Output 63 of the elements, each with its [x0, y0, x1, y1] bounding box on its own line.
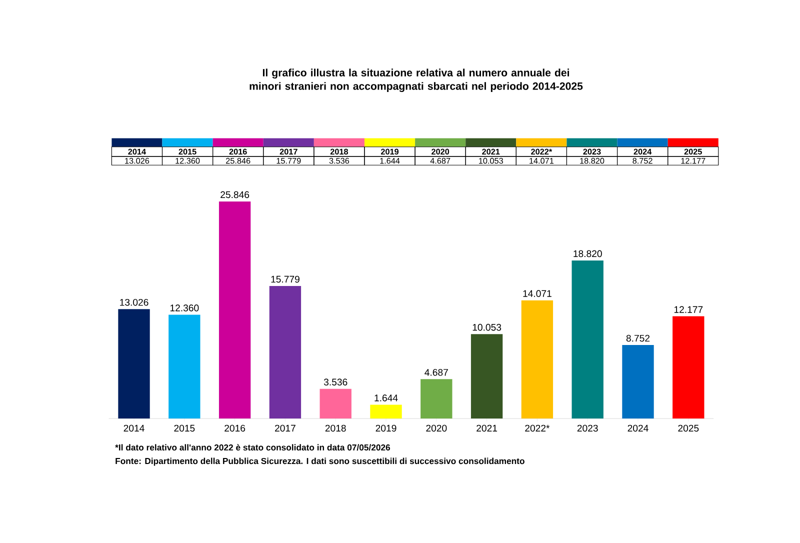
- text: 12.360: [170, 304, 199, 312]
- data-label: 12.177: [681, 158, 706, 164]
- data-label: 4.687: [430, 158, 450, 164]
- category-label: 2014: [124, 424, 144, 432]
- text: 1.644: [374, 394, 398, 402]
- category-label: 2021: [476, 424, 498, 432]
- data-label: 1.644: [380, 158, 400, 164]
- text: 4.687: [424, 368, 448, 376]
- bar: [470, 334, 503, 418]
- bar: [118, 308, 150, 418]
- category-label: 2025: [678, 424, 699, 432]
- x-tick-label: 2020: [432, 148, 450, 154]
- bar: [622, 344, 654, 418]
- category-label: 2015: [174, 424, 195, 432]
- x-tick-label: 2014: [128, 148, 146, 154]
- bar: [521, 300, 554, 418]
- category-label: 2016: [224, 424, 246, 432]
- source-note: Fonte: Dipartimento della Pubblica Sicurezza. I dati sono suscettibili di successivo consolidamento: [116, 458, 524, 466]
- category-label: 2019: [376, 424, 396, 432]
- text: 14.071: [523, 290, 552, 297]
- chart-title: Il grafico illustra la situazione relativa al numero annuale dei minori stranieri non accompagnati sbarcati nel periodo 2014-2025: [250, 68, 583, 92]
- category-label: 2020: [426, 424, 447, 432]
- data-label: 14.071: [530, 158, 554, 164]
- data-label: 12.360: [176, 158, 200, 164]
- data-label: 3.536: [329, 158, 350, 164]
- data-label: 8.752: [632, 158, 652, 164]
- text: 13.026: [120, 298, 148, 306]
- text: 15.779: [271, 276, 300, 282]
- bar: [218, 201, 251, 418]
- text: 10.053: [472, 324, 502, 331]
- x-tick-label: 2023: [583, 148, 601, 154]
- x-tick-label: 2017: [280, 148, 298, 154]
- x-tick-label: 2016: [229, 148, 247, 154]
- x-tick-label: 2024: [634, 148, 652, 154]
- bar: [168, 314, 200, 418]
- data-label: 25.846: [226, 158, 250, 164]
- x-tick-label: 2018: [330, 148, 348, 154]
- x-tick-label: 2021: [482, 148, 500, 154]
- text: 25.846: [220, 191, 250, 198]
- text: 3.536: [324, 378, 348, 386]
- text: 12.177: [674, 306, 703, 313]
- x-tick-label: 2019: [380, 148, 399, 154]
- bar: [269, 286, 302, 418]
- category-label: 2023: [577, 424, 598, 432]
- x-tick-label: 2015: [178, 148, 196, 154]
- bar: [572, 260, 604, 418]
- category-label: 2018: [325, 424, 346, 432]
- bar: [320, 388, 352, 418]
- bar: [420, 379, 452, 418]
- data-label: 10.053: [479, 158, 504, 164]
- data-label: 18.820: [580, 158, 604, 164]
- category-label: 2024: [628, 424, 648, 432]
- text: 8.752: [626, 334, 650, 342]
- data-label: 13.026: [125, 158, 150, 164]
- text: *Il dato relativo all'anno 2022 è stato consolidato in data 07/05/2026: [115, 444, 390, 450]
- category-label: 2017: [275, 424, 296, 432]
- data-label: 15.779: [276, 158, 301, 164]
- x-tick-label: 2025: [684, 148, 702, 154]
- bar: [672, 316, 704, 418]
- text: 18.820: [574, 250, 602, 257]
- category-label: 2022*: [525, 424, 550, 432]
- x-tick-label: 2022*: [531, 148, 552, 154]
- bar: [370, 404, 402, 418]
